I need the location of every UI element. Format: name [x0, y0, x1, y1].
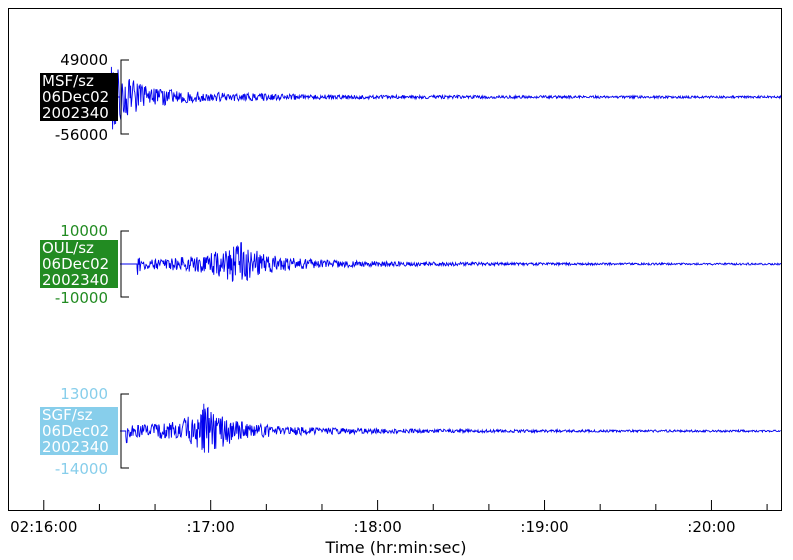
station-julian-text: 2002340 — [42, 271, 109, 289]
x-tick-label: :19:00 — [520, 518, 568, 536]
seismic-trace-1 — [72, 66, 782, 130]
station-label-box — [40, 240, 118, 288]
x-axis: 02:16:00 :17:00 :18:00 :19:00 :20:00 — [10, 500, 768, 536]
scale-max-label: 49000 — [60, 51, 108, 69]
scale-max-label: 13000 — [60, 385, 108, 403]
station-date-text: 06Dec02 — [42, 88, 109, 106]
x-tick-label: :18:00 — [353, 518, 401, 536]
station-name-text: SGF/sz — [42, 406, 93, 424]
station-name-text: OUL/sz — [42, 239, 94, 257]
scale-min-label: -10000 — [55, 289, 108, 307]
station-label-box — [40, 407, 118, 455]
x-tick-label: :17:00 — [187, 518, 235, 536]
traces-group — [72, 66, 782, 453]
scale-min-label: -14000 — [55, 460, 108, 478]
station-annotations: 49000-56000MSF/sz06Dec02200234010000-100… — [40, 51, 129, 478]
station-label-box — [40, 73, 118, 121]
scale-max-label: 10000 — [60, 222, 108, 240]
station-date-text: 06Dec02 — [42, 255, 109, 273]
seismic-trace-3 — [120, 403, 781, 453]
x-tick-label: :20:00 — [687, 518, 735, 536]
x-axis-label: Time (hr:min:sec) — [324, 538, 466, 557]
x-tick-label: 02:16:00 — [10, 518, 77, 536]
scale-min-label: -56000 — [55, 126, 108, 144]
plot-frame — [8, 8, 782, 511]
station-julian-text: 2002340 — [42, 438, 109, 456]
station-julian-text: 2002340 — [42, 104, 109, 122]
seismic-trace-2 — [120, 242, 782, 282]
station-name-text: MSF/sz — [42, 72, 94, 90]
station-date-text: 06Dec02 — [42, 422, 109, 440]
